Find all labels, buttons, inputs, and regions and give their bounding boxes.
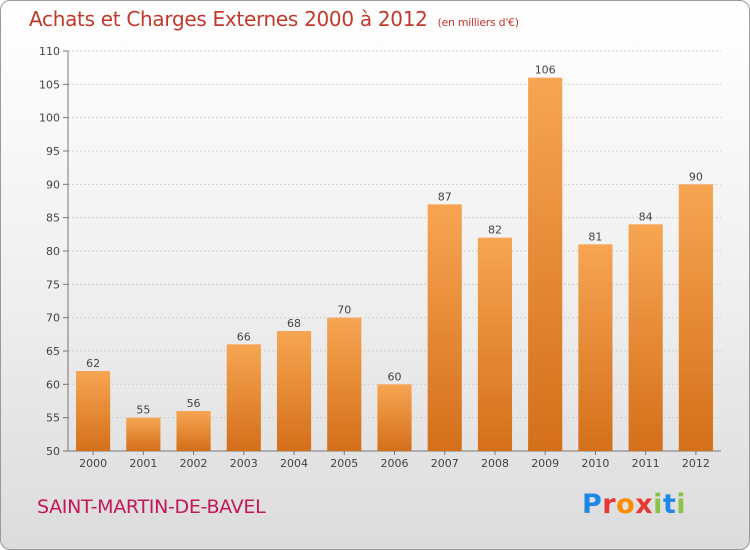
bar (276, 331, 312, 451)
x-tick-label: 2008 (481, 457, 509, 470)
bar-value-label: 62 (86, 357, 100, 370)
bar (678, 184, 713, 452)
y-tick-label: 90 (46, 178, 60, 191)
x-tick-label: 2001 (129, 457, 157, 470)
y-tick-label: 100 (39, 112, 60, 125)
y-tick-label: 65 (46, 345, 60, 358)
bar (528, 77, 563, 452)
bar-value-label: 87 (438, 190, 452, 203)
logo-letter: r (602, 489, 617, 520)
x-tick-label: 2000 (79, 457, 107, 470)
chart-unit: (en milliers d'€) (437, 16, 519, 29)
bar-value-label: 70 (337, 304, 351, 317)
x-tick-label: 2003 (230, 457, 258, 470)
logo-letter: x (635, 489, 654, 520)
x-tick-label: 2009 (531, 457, 559, 470)
x-tick-label: 2011 (632, 457, 660, 470)
bar (226, 344, 261, 451)
bar (76, 371, 111, 451)
bar-value-label: 66 (237, 330, 251, 343)
bar (427, 204, 462, 451)
x-tick-label: 2002 (180, 457, 208, 470)
bar-value-label: 60 (388, 370, 402, 383)
bars (76, 77, 713, 452)
y-tick-label: 95 (46, 145, 60, 158)
y-tick-label: 105 (39, 78, 60, 91)
bar-value-label: 82 (488, 224, 502, 237)
x-tick-label: 2010 (581, 457, 609, 470)
y-tick-label: 50 (46, 445, 60, 458)
labels: 50 55 60 65 70 75 80 85 90 95 100 105 110 62 2000 55 200… (39, 45, 710, 470)
bar (377, 384, 412, 451)
commune-name: SAINT-MARTIN-DE-BAVEL (37, 496, 266, 518)
y-tick-label: 60 (46, 378, 60, 391)
proxiti-logo: Proxiti (582, 489, 686, 520)
bar-value-label: 81 (588, 230, 602, 243)
bar (126, 417, 161, 451)
bar (628, 224, 663, 451)
y-tick-label: 55 (46, 412, 60, 425)
bar-value-label: 56 (187, 397, 201, 410)
x-tick-label: 2012 (682, 457, 710, 470)
bar (477, 237, 513, 451)
y-tick-label: 80 (46, 245, 60, 258)
chart-title: Achats et Charges Externes 2000 à 2012 (e… (29, 7, 519, 31)
x-tick-label: 2006 (381, 457, 409, 470)
bar-value-label: 106 (535, 64, 556, 77)
logo-letter: o (616, 489, 636, 520)
logo-letter: i (653, 489, 663, 520)
bar (327, 317, 362, 451)
logo-letter: i (676, 489, 687, 520)
y-tick-label: 75 (46, 278, 60, 291)
bar-value-label: 55 (136, 404, 150, 417)
bar-value-label: 68 (287, 317, 301, 330)
x-tick-label: 2004 (280, 457, 308, 470)
bar-value-label: 90 (689, 170, 703, 183)
y-tick-label: 85 (46, 212, 60, 225)
logo-letter: t (662, 489, 677, 520)
logo-letter: P (582, 489, 603, 520)
gridlines (68, 50, 721, 419)
y-tick-label: 70 (46, 312, 60, 325)
x-tick-label: 2007 (431, 457, 459, 470)
bar-value-label: 84 (639, 210, 653, 223)
chart-title-text: Achats et Charges Externes 2000 à 2012 (29, 7, 428, 31)
bar (176, 411, 211, 451)
y-tick-label: 110 (39, 45, 60, 58)
x-tick-label: 2005 (330, 457, 358, 470)
bar (578, 244, 613, 451)
